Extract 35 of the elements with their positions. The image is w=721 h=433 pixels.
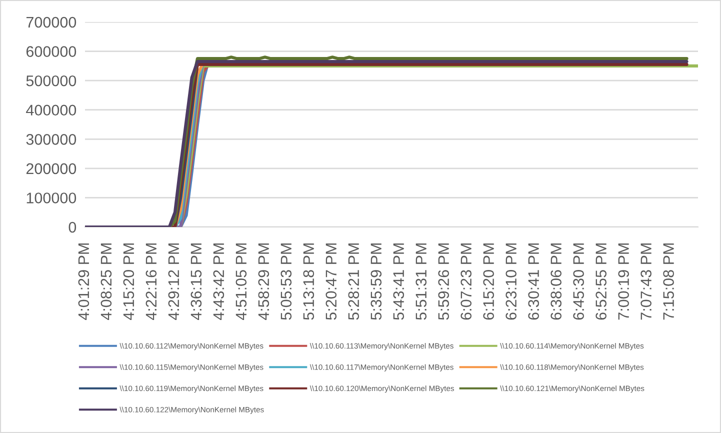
- x-tick-label: 6:52:55 PM: [596, 244, 606, 320]
- x-tick-label: 4:36:15 PM: [190, 244, 202, 320]
- x-tick-label: 4:43:42 PM: [213, 244, 224, 320]
- x-tick-label: 6:38:06 PM: [550, 244, 562, 320]
- x-tick-label: 5:59:26 PM: [438, 244, 450, 320]
- x-tick-label: 6:07:23 PM: [460, 244, 472, 320]
- x-tick-label: 5:28:21 PM: [348, 244, 360, 320]
- y-tick-label: 200000: [26, 163, 76, 174]
- x-tick-label: 6:45:30 PM: [573, 244, 584, 320]
- x-tick-label: 6:15:20 PM: [483, 244, 494, 320]
- y-tick-label: 500000: [26, 75, 76, 86]
- y-tick-label: 100000: [26, 192, 76, 204]
- x-tick-label: 6:30:41 PM: [528, 244, 540, 320]
- y-tick-label: 400000: [26, 104, 76, 116]
- y-tick-label: 600000: [26, 46, 76, 57]
- x-tick-label: 5:43:41 PM: [393, 244, 404, 320]
- x-tick-label: 6:23:10 PM: [506, 244, 517, 320]
- x-tick-label: 7:15:08 PM: [663, 244, 674, 320]
- x-tick-label: 4:51:05 PM: [236, 244, 247, 320]
- y-tick-label: 300000: [26, 134, 76, 145]
- x-tick-label: 4:22:16 PM: [146, 244, 157, 320]
- x-tick-label: 5:51:31 PM: [416, 244, 427, 320]
- x-tick-label: 5:35:59 PM: [370, 244, 382, 320]
- x-tick-label: 7:07:43 PM: [640, 244, 652, 320]
- y-tick-label: 700000: [26, 16, 76, 28]
- x-tick-label: 4:58:29 PM: [258, 244, 270, 320]
- x-tick-label: 5:05:53 PM: [280, 244, 292, 320]
- x-tick-label: 4:01:29 PM: [78, 244, 90, 320]
- x-tick-label: 4:15:20 PM: [123, 244, 134, 320]
- x-tick-label: 5:20:47 PM: [326, 244, 337, 320]
- y-tick-label: 0: [68, 222, 76, 233]
- x-tick-label: 5:13:18 PM: [303, 244, 314, 320]
- x-tick-label: 4:29:12 PM: [168, 244, 180, 320]
- x-tick-label: 4:08:25 PM: [100, 244, 112, 320]
- x-tick-label: 7:00:19 PM: [618, 244, 629, 320]
